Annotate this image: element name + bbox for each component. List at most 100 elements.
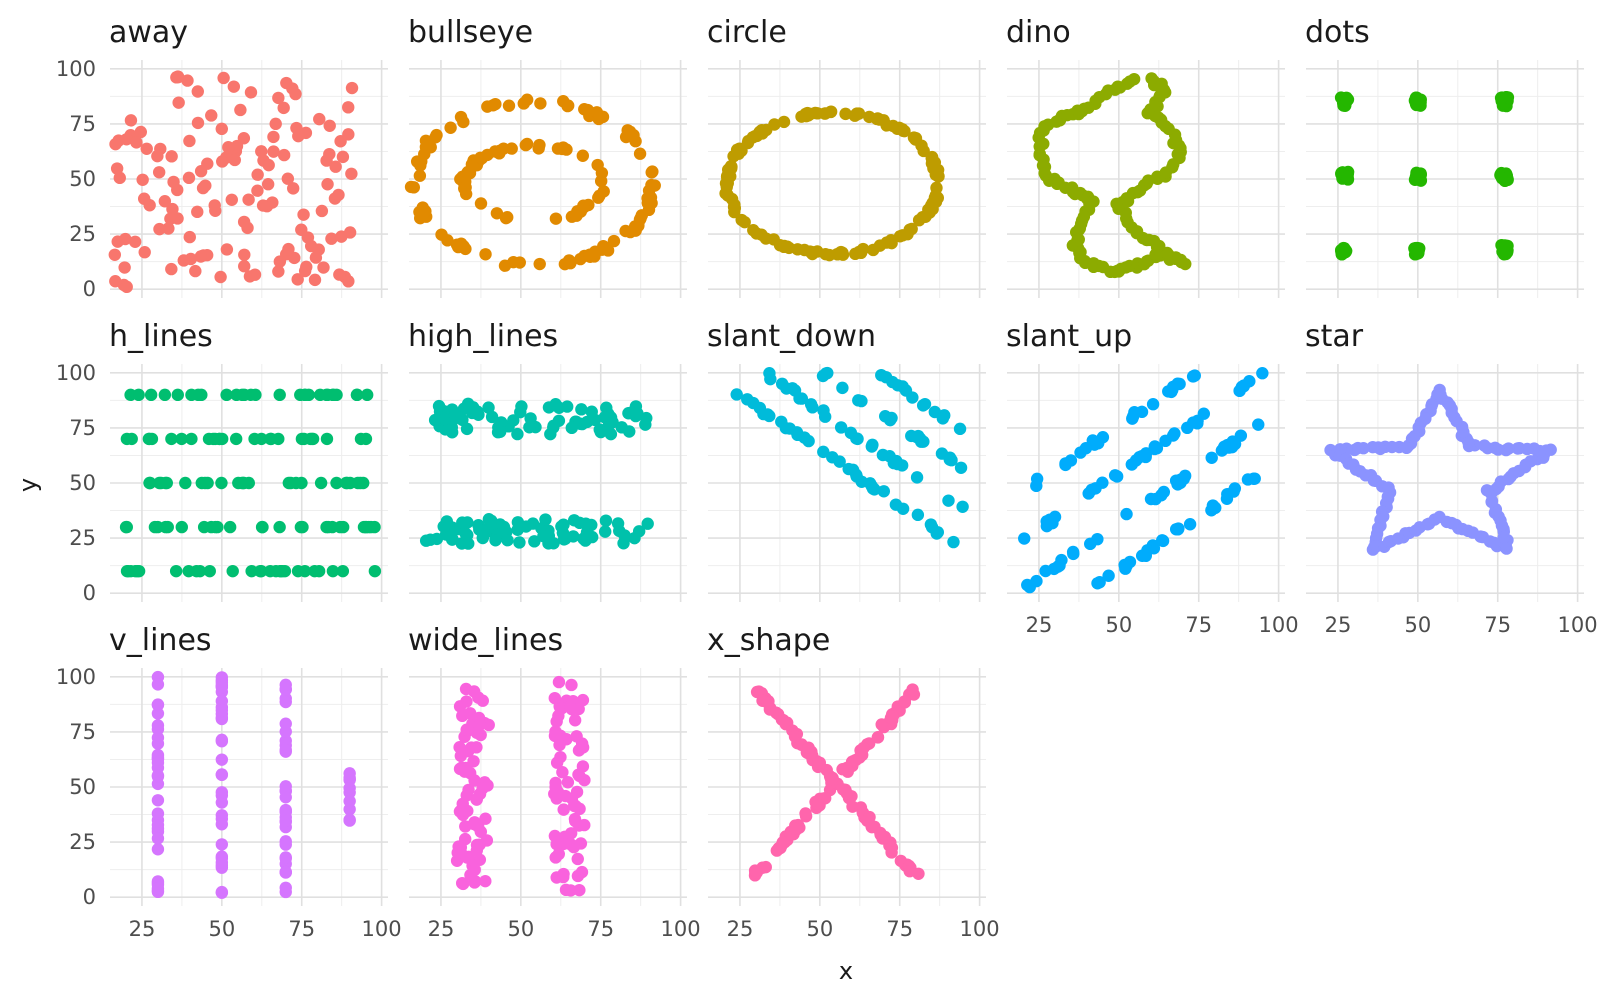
data-point — [262, 158, 275, 172]
data-point — [585, 405, 598, 418]
data-point — [467, 817, 481, 831]
data-point — [277, 101, 290, 115]
data-point — [759, 860, 772, 874]
y-tick-label: 25 — [69, 222, 96, 246]
data-point — [193, 564, 207, 578]
data-point — [462, 537, 475, 550]
data-point — [261, 178, 275, 191]
y-tick-label: 50 — [69, 471, 96, 495]
data-point — [118, 261, 131, 274]
panel-circle: circle — [707, 15, 986, 298]
data-point — [454, 841, 468, 854]
panel-h-lines: h_lines 0 25 50 75 100 — [56, 319, 388, 605]
data-point — [750, 866, 764, 879]
data-point — [502, 99, 516, 112]
data-point — [567, 530, 580, 543]
data-point — [214, 270, 227, 284]
data-point — [646, 165, 659, 178]
data-point — [769, 706, 783, 719]
data-point — [485, 410, 499, 424]
data-point — [1183, 518, 1197, 531]
data-point — [162, 222, 175, 235]
data-point — [137, 192, 151, 205]
data-point — [440, 515, 454, 528]
data-point — [577, 199, 590, 212]
data-point — [350, 388, 364, 402]
data-point — [642, 203, 656, 217]
data-point — [165, 262, 178, 276]
data-point — [339, 476, 353, 490]
data-point — [1228, 437, 1242, 451]
data-point — [298, 388, 312, 402]
data-point — [633, 147, 647, 160]
data-point — [570, 730, 583, 743]
data-point — [215, 753, 229, 766]
data-point — [557, 803, 570, 816]
data-point — [917, 144, 930, 158]
data-point — [113, 171, 126, 185]
data-point — [291, 273, 304, 286]
data-point — [479, 874, 492, 888]
data-point — [279, 791, 292, 804]
data-point — [460, 422, 474, 436]
data-point — [175, 432, 188, 446]
data-point — [1155, 534, 1169, 547]
data-point — [196, 181, 210, 195]
data-point — [604, 427, 618, 441]
data-point — [342, 101, 355, 114]
data-point — [343, 794, 356, 808]
data-point — [1172, 522, 1185, 535]
data-point — [1120, 507, 1133, 521]
data-point — [561, 776, 575, 789]
data-point — [925, 151, 938, 165]
data-point — [279, 725, 292, 738]
data-point — [280, 76, 293, 90]
data-point — [134, 125, 147, 139]
data-point — [863, 810, 876, 824]
data-point — [1341, 170, 1354, 184]
data-point — [1155, 489, 1168, 502]
data-point — [326, 564, 340, 578]
data-point — [1495, 91, 1509, 104]
data-point — [320, 520, 333, 534]
data-point — [495, 416, 508, 429]
data-point — [564, 827, 578, 840]
data-point — [255, 564, 268, 578]
data-point — [836, 381, 849, 395]
data-point — [286, 182, 300, 195]
data-point — [850, 468, 863, 482]
data-point — [473, 787, 487, 801]
data-point — [1040, 519, 1054, 533]
data-point — [195, 476, 208, 490]
data-point — [343, 813, 356, 826]
data-point — [477, 530, 490, 543]
panel-title: slant_up — [1006, 319, 1132, 354]
data-point — [775, 415, 788, 428]
x-tick-label: 50 — [806, 917, 833, 941]
data-point — [875, 718, 888, 731]
data-point — [552, 414, 566, 427]
data-point — [203, 564, 216, 578]
data-point — [750, 227, 763, 240]
data-point — [1414, 93, 1427, 106]
data-point — [1227, 485, 1240, 498]
data-point — [571, 852, 584, 866]
data-point — [166, 202, 179, 216]
data-point — [945, 453, 958, 467]
data-point — [1102, 569, 1115, 582]
data-point — [194, 250, 208, 263]
data-point — [215, 476, 228, 490]
data-point — [185, 388, 198, 402]
y-tick-label: 0 — [83, 885, 96, 909]
data-point — [249, 388, 262, 402]
data-point — [228, 153, 241, 167]
data-point — [761, 696, 774, 709]
data-point — [298, 564, 312, 578]
data-point — [446, 532, 459, 546]
data-point — [811, 797, 825, 811]
data-point — [871, 112, 884, 125]
data-point — [315, 204, 329, 218]
data-point — [220, 388, 233, 402]
data-point — [954, 461, 968, 474]
data-point — [359, 432, 373, 446]
